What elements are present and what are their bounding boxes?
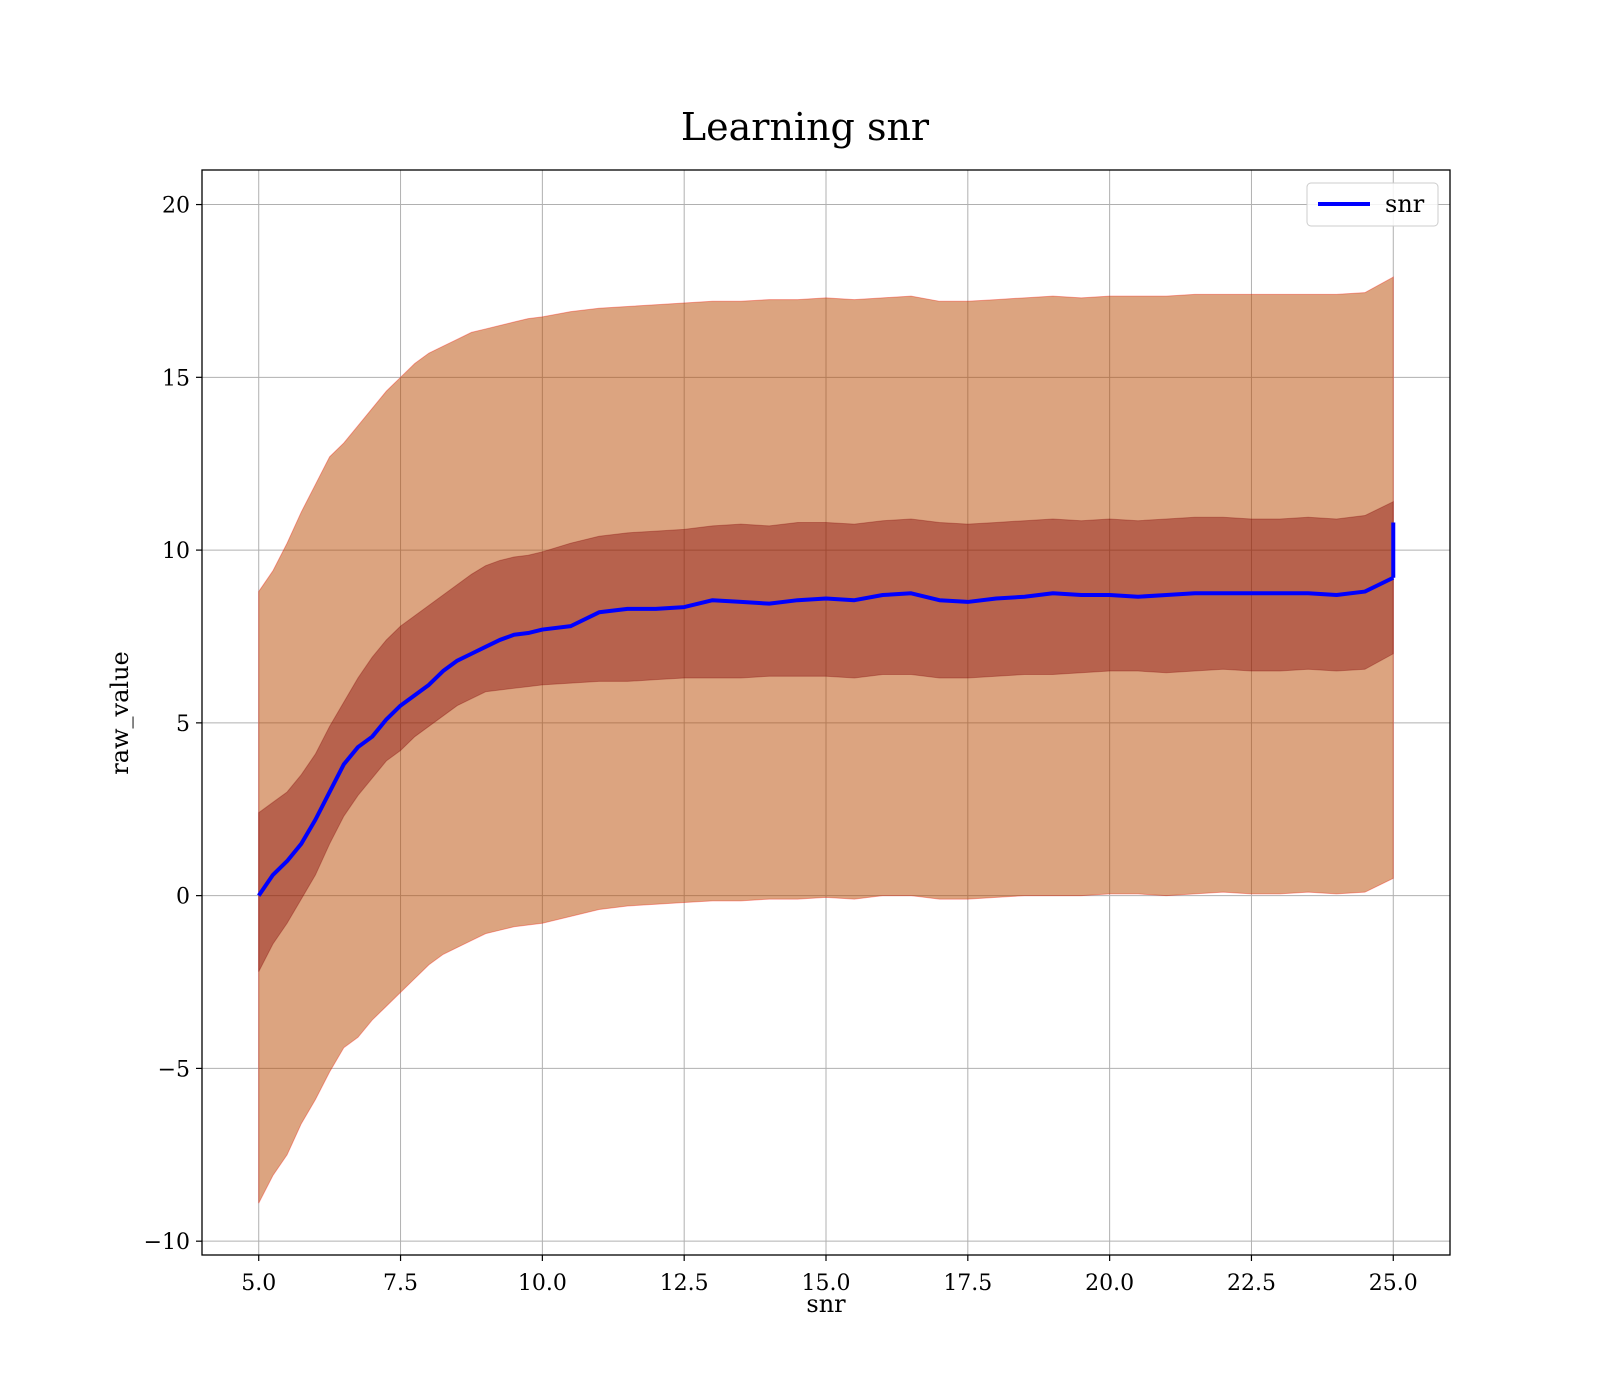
x-axis-label: snr: [806, 1290, 846, 1318]
y-axis-ticks: −10 −5 0 5 10 15 20: [144, 194, 202, 1255]
y-tick-label: −10: [144, 1230, 190, 1255]
y-axis-label: raw_value: [106, 651, 134, 775]
y-tick-label: 0: [176, 885, 190, 910]
line-layer: [257, 522, 1396, 897]
x-tick-label: 25.0: [1369, 1271, 1418, 1296]
y-tick-label: 20: [162, 194, 190, 219]
plot-area: [201, 169, 1451, 1256]
x-tick-label: 10.0: [518, 1271, 567, 1296]
outer-band-overlay: [258, 277, 1394, 1204]
x-tick-label: 7.5: [383, 1271, 418, 1296]
x-tick-label: 5.0: [241, 1271, 276, 1296]
y-tick-label: −5: [158, 1057, 190, 1082]
x-tick-label: 17.5: [943, 1271, 992, 1296]
snr-series-line: [257, 575, 1395, 897]
y-tick-label: 15: [162, 366, 190, 391]
outer-band-area: [258, 276, 1394, 1204]
band-layer: [258, 276, 1394, 1204]
grid-layer: [202, 170, 1450, 1255]
x-tick-label: 15.0: [802, 1271, 851, 1296]
inner-band-area: [258, 500, 1394, 972]
legend-entry-snr: snr: [1385, 190, 1425, 218]
x-tick-label: 22.5: [1227, 1271, 1276, 1296]
legend-box: [1306, 182, 1439, 227]
x-tick-label: 12.5: [660, 1271, 709, 1296]
y-tick-label: 10: [162, 539, 190, 564]
chart-title: Learning snr: [681, 105, 930, 149]
legend: snr: [1306, 182, 1439, 227]
y-tick-label: 5: [176, 712, 190, 737]
x-axis-ticks: 5.0 7.5 10.0 12.5 15.0 17.5 20.0 22.5 25.0: [241, 1255, 1418, 1296]
x-tick-label: 20.0: [1085, 1271, 1134, 1296]
